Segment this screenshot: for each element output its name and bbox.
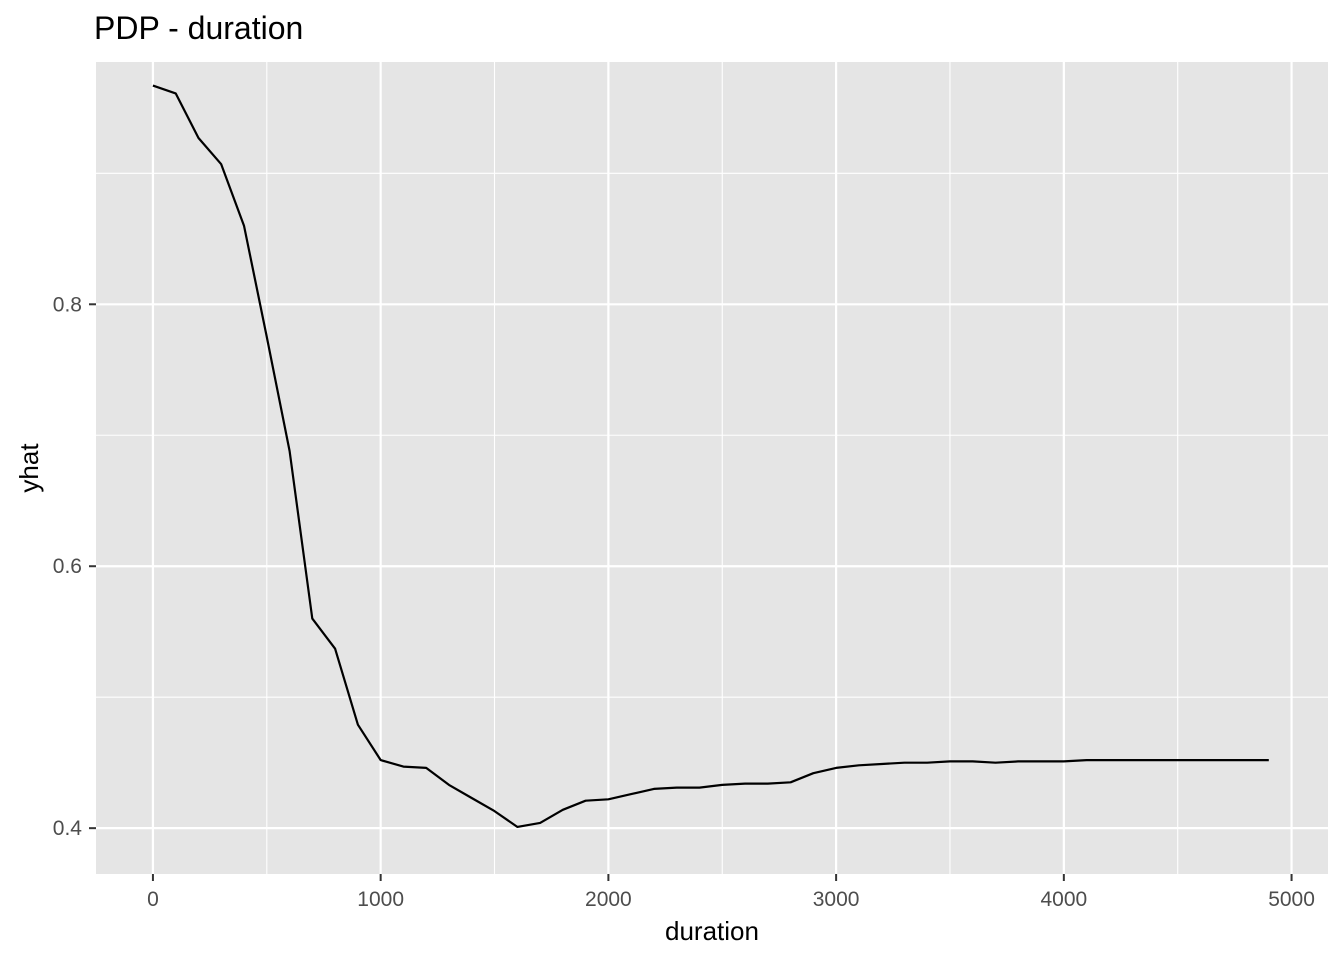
chart-title: PDP - duration: [94, 10, 303, 46]
x-tick-label: 4000: [1040, 888, 1087, 911]
pdp-line: [152, 84, 1269, 828]
y-axis-ticks: 0.4 0.6 0.8: [53, 293, 96, 840]
x-axis-title: duration: [665, 916, 759, 946]
y-axis-title: yhat: [14, 443, 44, 493]
x-tick-label: 1000: [357, 888, 404, 911]
minor-gridlines: [96, 62, 1328, 874]
y-tick-label: 0.8: [53, 293, 82, 316]
major-gridlines: [96, 62, 1328, 874]
y-tick-label: 0.6: [53, 555, 82, 578]
x-axis-ticks: 0 1000 2000 3000 4000 5000: [147, 874, 1315, 911]
x-tick-label: 5000: [1268, 888, 1315, 911]
x-tick-label: 0: [147, 888, 159, 911]
plot-panel: [96, 62, 1328, 874]
y-tick-label: 0.4: [53, 817, 83, 840]
x-tick-label: 2000: [585, 888, 632, 911]
x-tick-label: 3000: [813, 888, 860, 911]
